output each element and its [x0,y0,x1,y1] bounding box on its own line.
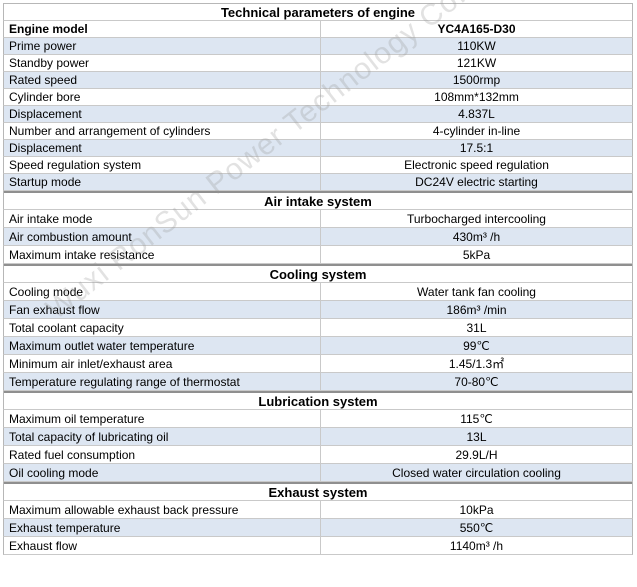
parameter-label: Fan exhaust flow [4,301,321,318]
section-header-row: Lubrication system [3,391,633,410]
parameter-label: Air intake mode [4,210,321,227]
parameter-label: Total capacity of lubricating oil [4,428,321,445]
table-title: Technical parameters of engine [220,4,416,20]
parameter-value: 31L [466,320,487,335]
system-sections: Air intake system Air intake mode Turbocha… [3,191,633,555]
section-header-row: Cooling system [3,264,633,283]
parameter-label: Startup mode [4,174,321,190]
parameter-value: 1.45/1.3㎡ [448,357,505,371]
parameter-label: Temperature regulating range of thermost… [4,373,321,390]
parameter-value: 4.837L [321,106,632,122]
table-row: Cooling mode Water tank fan cooling [3,283,633,301]
parameter-label: Exhaust temperature [4,519,321,536]
engine-model-value: YC4A165-D30 [437,22,516,36]
table-row: Displacement 17.5:1 [3,140,633,157]
section-header-row: Exhaust system [3,482,633,501]
parameter-label: Standby power [4,55,321,71]
parameter-label: Minimum air inlet/exhaust area [4,355,321,372]
table-row: Fan exhaust flow 186m³ /min [3,301,633,319]
parameter-value: 1500rmp [321,72,632,88]
parameter-value: Turbocharged intercooling [407,211,546,226]
parameter-value: 29.9L/H [455,447,498,462]
parameter-value: Water tank fan cooling [417,284,536,299]
parameter-value: 550℃ [321,519,632,536]
parameter-label: Maximum oil temperature [4,410,321,427]
parameter-label: Maximum allowable exhaust back pressure [4,501,321,518]
parameter-label: Speed regulation system [4,157,321,173]
parameter-label: Prime power [4,38,321,54]
table-row: Air combustion amount 430m³ /h [3,228,633,246]
table-row: Maximum intake resistance 5kPa [3,246,633,264]
table-row: Number and arrangement of cylinders 4-cyl… [3,123,633,140]
parameter-label: Oil cooling mode [4,464,321,481]
parameter-label: Displacement [4,140,321,156]
parameter-value: 99℃ [321,337,632,354]
table-row: Rated fuel consumption 29.9L/H [3,446,633,464]
parameter-value: 115℃ [460,411,493,426]
parameter-value: 17.5:1 [321,140,632,156]
parameter-label: Maximum outlet water temperature [4,337,321,354]
parameter-value: Electronic speed regulation [404,158,549,172]
parameter-label: Air combustion amount [4,228,321,245]
engine-model-label: Engine model [4,21,321,37]
parameter-value: Closed water circulation cooling [321,464,632,481]
table-row: Exhaust temperature 550℃ [3,519,633,537]
parameter-value: 121KW [456,56,497,70]
parameter-label: Displacement [4,106,321,122]
table-row: Temperature regulating range of thermost… [3,373,633,391]
parameter-value: 186m³ /min [321,301,632,318]
table-row: Oil cooling mode Closed water circulation… [3,464,633,482]
parameter-label: Cylinder bore [4,89,321,105]
table-row: Maximum oil temperature 115℃ [3,410,633,428]
section-title: Lubrication system [4,391,632,409]
table-row: Maximum allowable exhaust back pressure 1… [3,501,633,519]
table-row: Minimum air inlet/exhaust area 1.45/1.3㎡ [3,355,633,373]
table-row: Prime power 110KW [3,38,633,55]
section-title: Air intake system [4,191,632,209]
table-row: Startup mode DC24V electric starting [3,174,633,191]
engine-parameters-table: Technical parameters of engine Engine mo… [3,3,633,555]
parameter-value: 70-80℃ [321,373,632,390]
section-title: Cooling system [4,264,632,282]
section-header-row: Air intake system [3,191,633,210]
table-row: Total capacity of lubricating oil 13L [3,428,633,446]
parameter-label: Maximum intake resistance [4,246,321,263]
parameter-label: Cooling mode [4,283,321,300]
table-row: Rated speed 1500rmp [3,72,633,89]
parameter-label: Total coolant capacity [4,319,321,336]
table-row: Cylinder bore 108mm*132mm [3,89,633,106]
parameter-value: 13L [321,428,632,445]
table-row: Speed regulation system Electronic speed … [3,157,633,174]
engine-model-row: Engine model YC4A165-D30 [3,21,633,38]
parameter-label: Number and arrangement of cylinders [4,123,321,139]
parameter-label: Exhaust flow [4,537,321,554]
parameter-value: 1140m³ /h [449,538,504,553]
table-row: Standby power 121KW [3,55,633,72]
parameter-label: Rated speed [4,72,321,88]
table-title-row: Technical parameters of engine [3,3,633,21]
parameter-value: 4-cylinder in-line [432,124,521,138]
parameter-value: 10kPa [459,502,494,517]
table-row: Total coolant capacity 31L [3,319,633,337]
parameter-label: Rated fuel consumption [4,446,321,463]
parameter-value: 110KW [321,38,632,54]
parameter-value: 430m³ /h [321,228,632,245]
table-row: Exhaust flow 1140m³ /h [3,537,633,555]
parameter-value: 5kPa [462,247,491,262]
parameter-value: 108mm*132mm [434,90,519,104]
parameter-value: DC24V electric starting [321,174,632,190]
section-title: Exhaust system [4,482,632,500]
table-row: Air intake mode Turbocharged intercooling [3,210,633,228]
table-row: Maximum outlet water temperature 99℃ [3,337,633,355]
table-row: Displacement 4.837L [3,106,633,123]
general-parameters: Prime power 110KW Standby power 121KW Rated … [3,38,633,191]
